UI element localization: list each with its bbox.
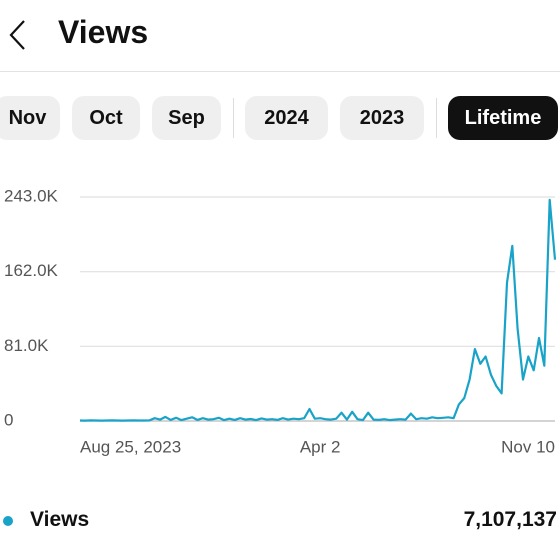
back-button[interactable]	[6, 18, 28, 52]
total-views: 7,107,137	[463, 508, 557, 531]
tab-divider	[233, 98, 234, 138]
line	[79, 198, 557, 422]
filter-tab[interactable]: 2024	[245, 96, 328, 140]
y-tick-label: 81.0K	[4, 336, 49, 355]
x-tick-label: Aug 25, 2023	[80, 437, 181, 456]
filter-tab[interactable]: Nov	[0, 96, 60, 140]
y-tick-label: 243.0K	[4, 186, 59, 205]
tab-bar: Nov Oct Sep 2024 2023 Lifetime	[0, 96, 560, 142]
filter-tab[interactable]: 2023	[340, 96, 424, 140]
tab-divider	[436, 98, 437, 138]
filter-tab[interactable]: Lifetime	[448, 96, 558, 140]
separator	[0, 71, 560, 72]
x-tick-label: Nov 10	[501, 437, 555, 456]
legend-label: Views	[30, 508, 90, 531]
filter-tab[interactable]: Oct	[72, 96, 140, 140]
chart: 0 81.0K 162.0K 243.0K Aug 25, 2023 Apr 2 Nov 1…	[4, 186, 557, 456]
y-tick-label: 0	[4, 410, 13, 429]
y-tick-label: 162.0K	[4, 261, 59, 280]
page-title: Views	[58, 14, 149, 50]
x-tick-label: Apr 2	[300, 437, 341, 456]
filter-tab[interactable]: Sep	[152, 96, 221, 140]
legend-dot	[3, 516, 13, 526]
